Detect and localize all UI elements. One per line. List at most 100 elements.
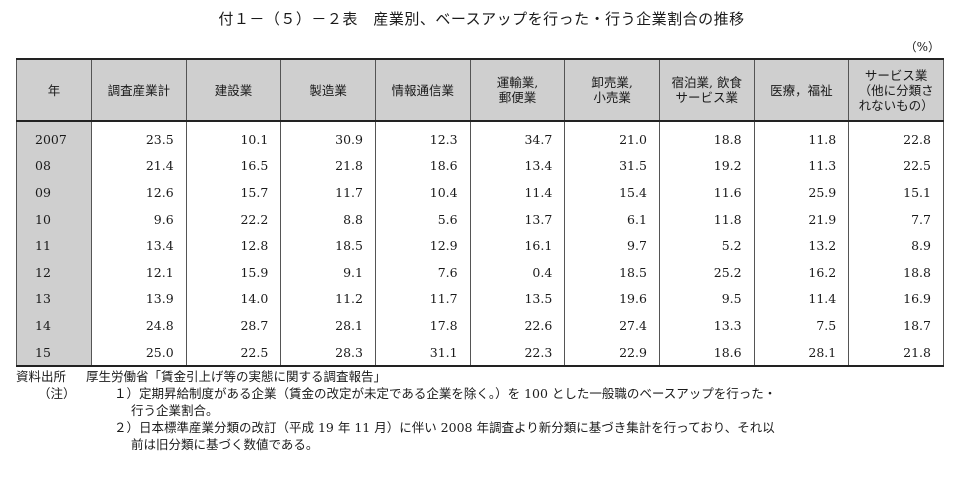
value-cell: 16.2 xyxy=(753,258,850,286)
value-cell: 12.3 xyxy=(374,121,471,153)
value-cell: 13.2 xyxy=(753,232,850,259)
value-cell: 21.9 xyxy=(753,205,850,233)
table-title: 付１－（５）－２表 産業別、ベースアップを行った・行う企業割合の推移 xyxy=(218,10,745,28)
value-cell: 16.1 xyxy=(469,232,566,259)
value-cell: 11.7 xyxy=(280,179,376,206)
value-cell: 22.5 xyxy=(185,338,282,368)
value-cell: 10.4 xyxy=(374,179,471,206)
header-row: 年調査産業計 建設業 製造業 情報通信業 運輸業, 郵便業 卸売業, 小売業 宿泊業, 飲食 サー… xyxy=(16,58,944,122)
notes-section: 資料出所 厚生労働省「賃金引上げ等の実態に関する調査報告」 （注） １）定期昇給制度… xyxy=(16,368,951,453)
value-cell: 14.0 xyxy=(185,285,282,313)
value-cell: 7.7 xyxy=(848,205,944,233)
column-header-year: 年 xyxy=(16,58,92,122)
value-cell: 7.6 xyxy=(374,258,471,286)
value-cell: 9.6 xyxy=(91,205,187,233)
column-header: サービス業 （他に分類さ れないもの） xyxy=(848,58,944,122)
value-cell: 11.4 xyxy=(469,179,566,206)
value-cell: 12.8 xyxy=(185,232,282,259)
value-cell: 18.8 xyxy=(848,258,944,286)
value-cell: 21.0 xyxy=(564,121,660,153)
value-cell: 16.5 xyxy=(185,152,282,180)
column-header: 運輸業, 郵便業 xyxy=(469,58,566,122)
table-row: 08 21.4 16.5 21.8 18.6 13.4 31.5 19.2 11.3 22.5 xyxy=(16,152,944,180)
note-1-line-2: 行う企業割合。 xyxy=(131,403,219,418)
data-table: 年調査産業計 建設業 製造業 情報通信業 運輸業, 郵便業 卸売業, 小売業 宿泊業, 飲食 サー… xyxy=(16,58,944,368)
year-cell: 13 xyxy=(16,285,92,313)
value-cell: 22.8 xyxy=(848,121,944,153)
value-cell: 13.4 xyxy=(469,152,566,180)
value-cell: 22.3 xyxy=(469,338,566,368)
table-row: 12 12.1 15.9 9.1 7.6 0.4 18.5 25.2 16.2 18.8 xyxy=(16,258,944,286)
source-text: 厚生労働省「賃金引上げ等の実態に関する調査報告」 xyxy=(86,369,387,384)
year-cell: 14 xyxy=(16,312,92,339)
table-row: 15 25.0 22.5 28.3 31.1 22.3 22.9 18.6 28.1 21.8 xyxy=(16,338,944,368)
year-cell: 10 xyxy=(16,205,92,233)
value-cell: 11.6 xyxy=(658,179,755,206)
value-cell: 12.6 xyxy=(91,179,187,206)
value-cell: 18.5 xyxy=(280,232,376,259)
value-cell: 11.8 xyxy=(753,121,850,153)
value-cell: 6.1 xyxy=(564,205,660,233)
year-cell: 2007 xyxy=(16,121,92,153)
value-cell: 7.5 xyxy=(753,312,850,339)
table-row: 14 24.8 28.7 28.1 17.8 22.6 27.4 13.3 7.5 18.7 xyxy=(16,312,944,339)
note-2-line-1: ２）日本標準産業分類の改訂（平成 19 年 11 月）に伴い 2008 年調査よ… xyxy=(114,420,775,435)
column-header: 調査産業計 xyxy=(91,58,187,122)
value-cell: 13.5 xyxy=(469,285,566,313)
value-cell: 19.6 xyxy=(564,285,660,313)
value-cell: 21.8 xyxy=(280,152,376,180)
value-cell: 9.7 xyxy=(564,232,660,259)
value-cell: 11.7 xyxy=(374,285,471,313)
value-cell: 5.2 xyxy=(658,232,755,259)
column-header: 情報通信業 xyxy=(374,58,471,122)
notes-label: （注） xyxy=(38,386,76,401)
column-header: 建設業 xyxy=(185,58,282,122)
value-cell: 30.9 xyxy=(280,121,376,153)
value-cell: 22.6 xyxy=(469,312,566,339)
value-cell: 18.5 xyxy=(564,258,660,286)
value-cell: 12.9 xyxy=(374,232,471,259)
year-cell: 11 xyxy=(16,232,92,259)
unit-label: （%） xyxy=(904,40,940,54)
source-label: 資料出所 xyxy=(16,369,67,384)
value-cell: 18.8 xyxy=(658,121,755,153)
value-cell: 13.9 xyxy=(91,285,187,313)
value-cell: 21.4 xyxy=(91,152,187,180)
value-cell: 34.7 xyxy=(469,121,566,153)
value-cell: 15.4 xyxy=(564,179,660,206)
value-cell: 18.6 xyxy=(374,152,471,180)
year-cell: 15 xyxy=(16,338,92,368)
value-cell: 28.1 xyxy=(753,338,850,368)
value-cell: 22.5 xyxy=(848,152,944,180)
year-cell: 09 xyxy=(16,179,92,206)
column-header: 宿泊業, 飲食 サービス業 xyxy=(658,58,755,122)
value-cell: 21.8 xyxy=(848,338,944,368)
value-cell: 19.2 xyxy=(658,152,755,180)
value-cell: 8.8 xyxy=(280,205,376,233)
year-cell: 08 xyxy=(16,152,92,180)
source-line: 資料出所 厚生労働省「賃金引上げ等の実態に関する調査報告」 xyxy=(16,368,951,385)
value-cell: 28.3 xyxy=(280,338,376,368)
table-row: 11 13.4 12.8 18.5 12.9 16.1 9.7 5.2 13.2 8.9 xyxy=(16,232,944,259)
column-header: 卸売業, 小売業 xyxy=(564,58,660,122)
value-cell: 27.4 xyxy=(564,312,660,339)
table-row: 13 13.9 14.0 11.2 11.7 13.5 19.6 9.5 11.4 16.9 xyxy=(16,285,944,313)
year-cell: 12 xyxy=(16,258,92,286)
value-cell: 28.7 xyxy=(185,312,282,339)
value-cell: 25.9 xyxy=(753,179,850,206)
value-cell: 9.5 xyxy=(658,285,755,313)
value-cell: 24.8 xyxy=(91,312,187,339)
note-1-line-1: １）定期昇給制度がある企業（賃金の改定が未定である企業を除く。）を 100 とし… xyxy=(114,386,777,401)
value-cell: 25.0 xyxy=(91,338,187,368)
value-cell: 16.9 xyxy=(848,285,944,313)
column-header: 製造業 xyxy=(280,58,376,122)
table-body: 2007 23.5 10.1 30.9 12.3 34.7 21.0 18.8 11.8 22.8… xyxy=(16,121,944,368)
value-cell: 25.2 xyxy=(658,258,755,286)
value-cell: 18.7 xyxy=(848,312,944,339)
value-cell: 15.7 xyxy=(185,179,282,206)
table-row: 09 12.6 15.7 11.7 10.4 11.4 15.4 11.6 25.9 15.1 xyxy=(16,179,944,206)
value-cell: 11.3 xyxy=(753,152,850,180)
column-header: 医療，福祉 xyxy=(753,58,850,122)
value-cell: 15.1 xyxy=(848,179,944,206)
value-cell: 10.1 xyxy=(185,121,282,153)
